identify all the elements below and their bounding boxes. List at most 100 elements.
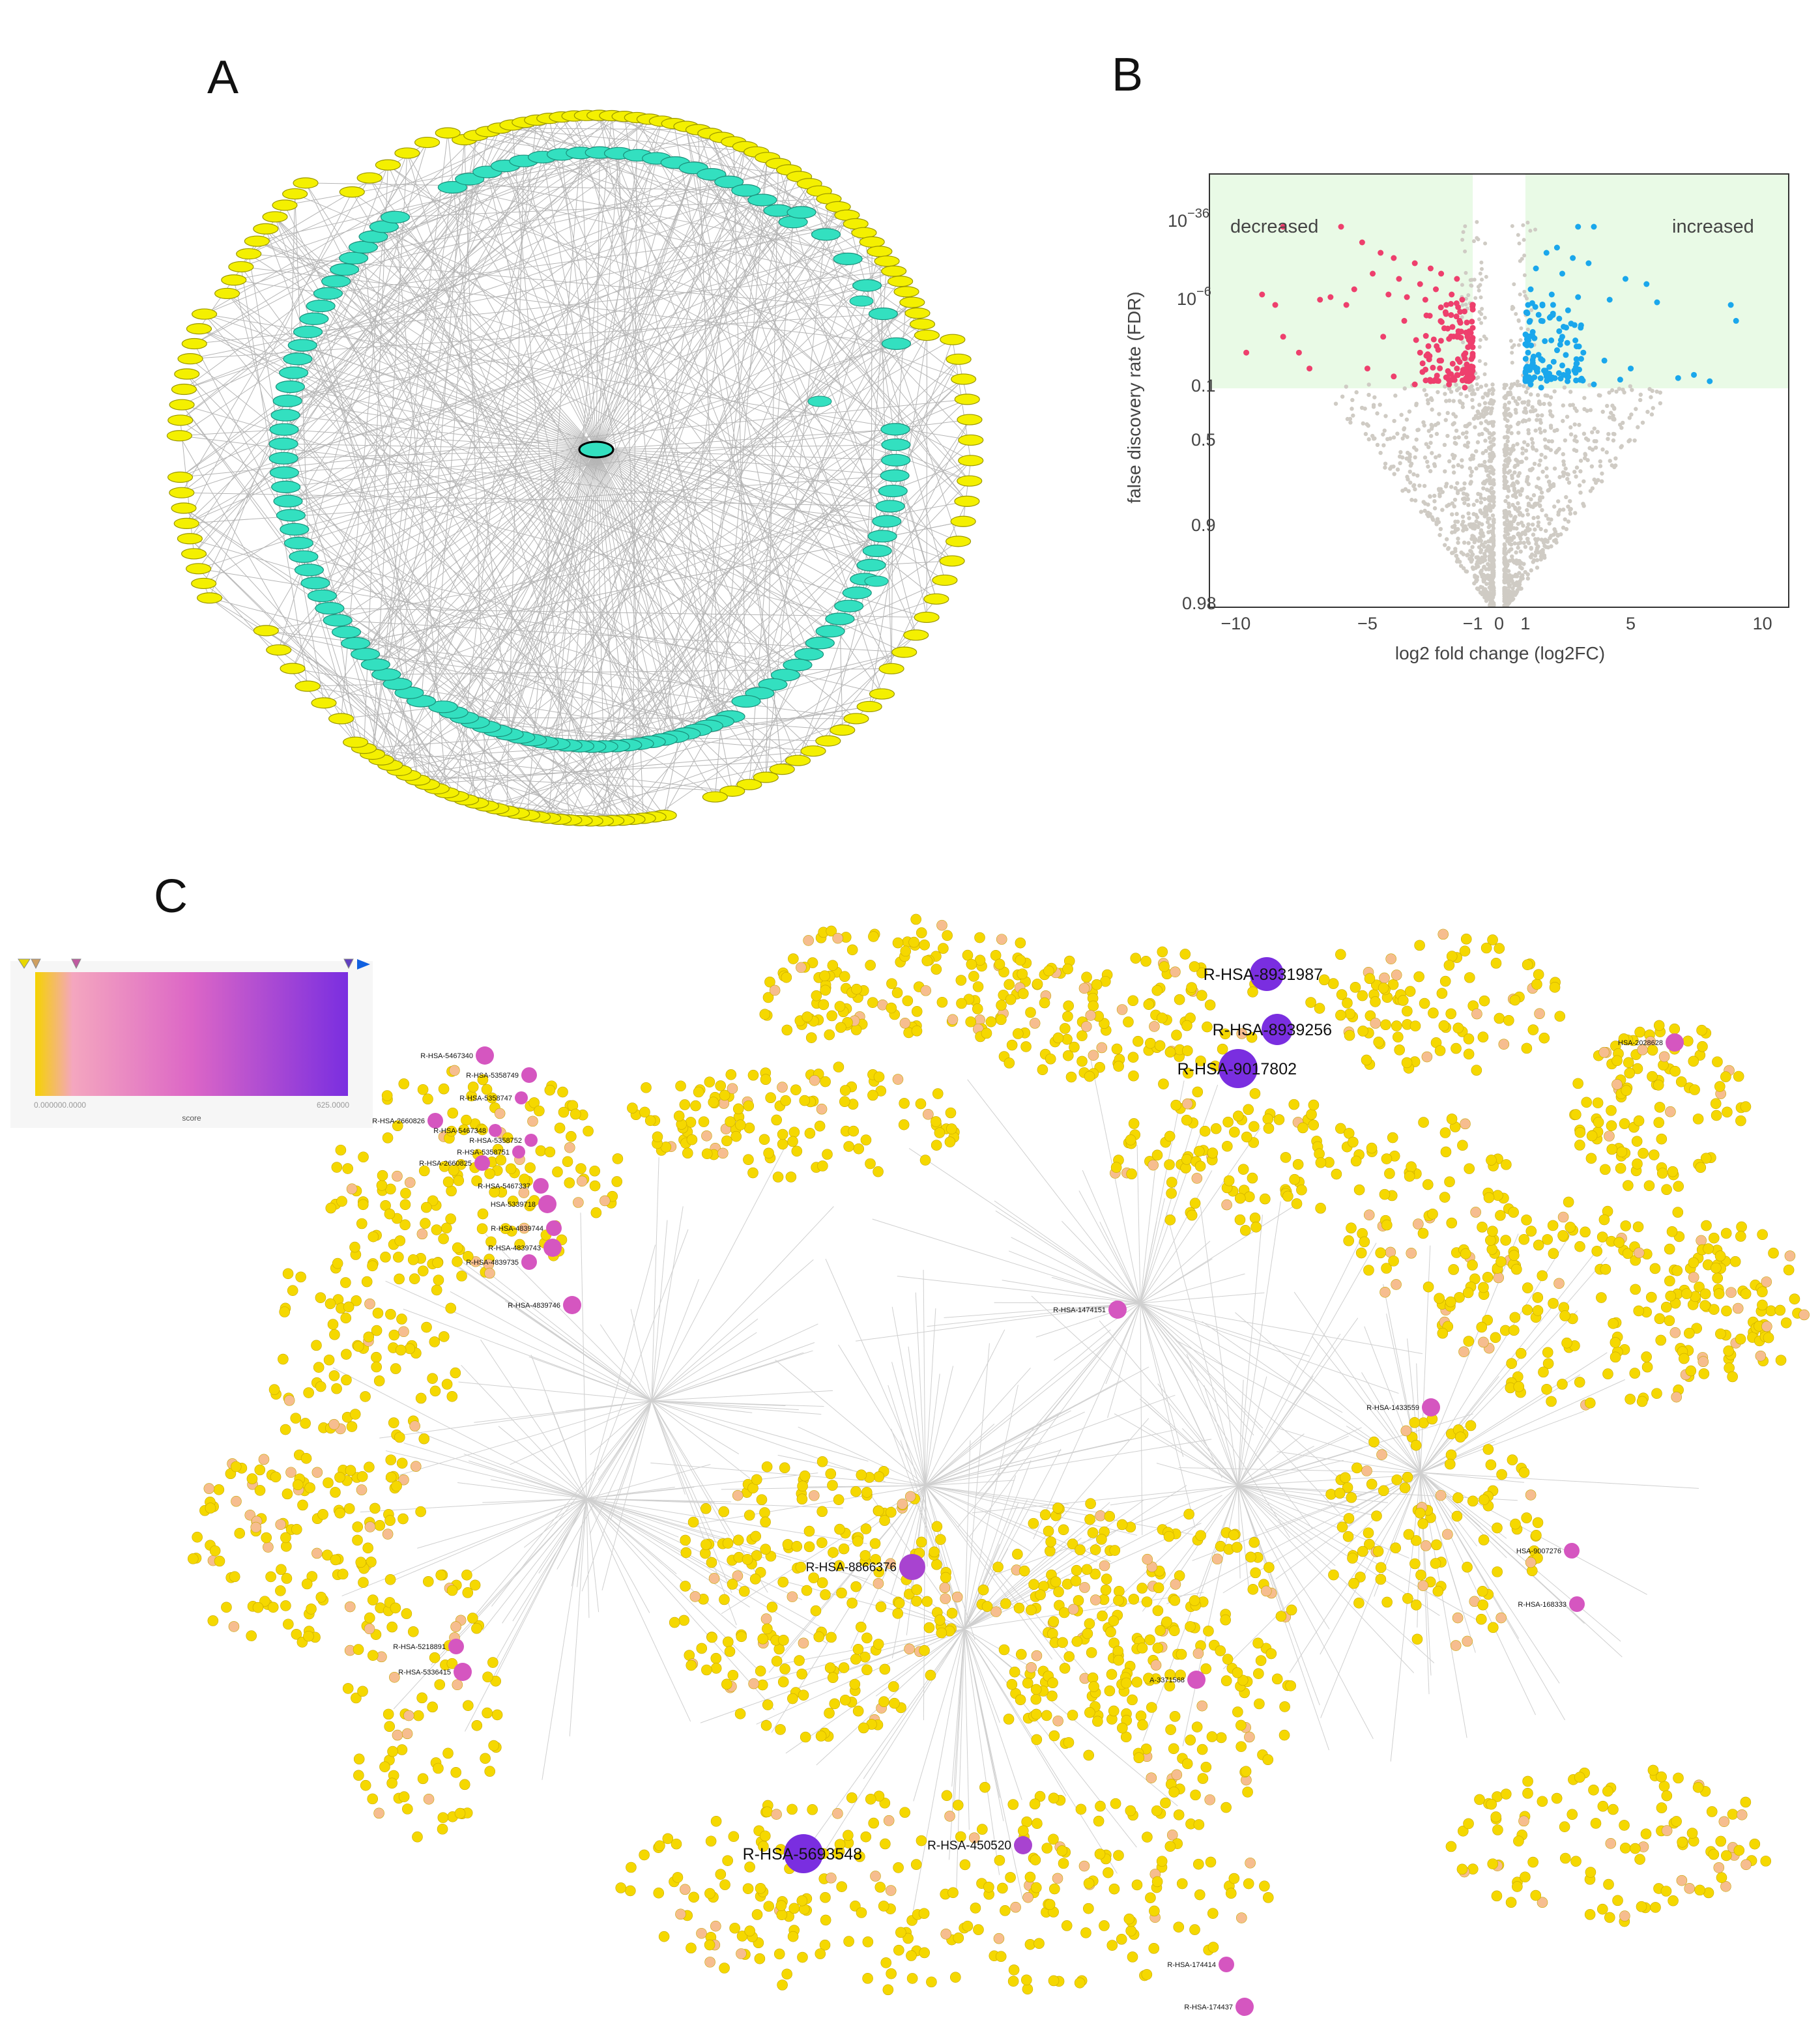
pathway-node — [1669, 1023, 1681, 1035]
pathway-node — [1440, 1146, 1452, 1158]
edge — [1140, 1302, 1196, 1528]
pathway-node — [843, 1141, 854, 1152]
pathway-node — [723, 1636, 734, 1648]
pathway-node — [867, 1089, 878, 1101]
pathway-node — [1052, 1715, 1063, 1727]
pathway-node — [231, 1495, 242, 1507]
edge — [287, 214, 848, 401]
pathway-node — [1113, 1850, 1124, 1861]
edge — [1078, 1190, 1141, 1304]
pathway-node — [853, 1143, 864, 1155]
pathway-node — [1150, 1660, 1162, 1671]
pathway-node — [1252, 1637, 1264, 1649]
pathway-node — [732, 1489, 744, 1501]
pathway-node — [1305, 997, 1316, 1008]
pathway-node — [1297, 1122, 1308, 1134]
pathway-node — [1721, 1305, 1732, 1317]
pathway-node — [280, 1600, 291, 1611]
edge — [452, 187, 597, 450]
edge — [925, 1373, 940, 1486]
pathway-node — [1388, 1256, 1399, 1267]
gene-node — [867, 530, 897, 543]
edge — [490, 1479, 587, 1499]
pathway-node — [1481, 942, 1492, 954]
pathway-node — [1439, 1192, 1451, 1203]
edge — [486, 693, 882, 807]
pathway-node — [1182, 1098, 1193, 1110]
edge — [181, 492, 891, 507]
pathway-node — [1427, 1208, 1438, 1220]
pathway-node — [1615, 1162, 1626, 1174]
pathway-node — [1166, 1177, 1177, 1188]
pathway-node — [1478, 1336, 1489, 1348]
pathway-node — [1030, 1684, 1042, 1695]
pathway-node — [829, 1698, 841, 1710]
pathway-node — [461, 1114, 472, 1126]
pathway-node — [1699, 1288, 1711, 1300]
edge — [427, 135, 477, 785]
pathway-node — [1414, 940, 1425, 951]
edge — [181, 261, 888, 493]
pathway-node — [1142, 1832, 1153, 1843]
pathway-node — [931, 1140, 942, 1151]
pathway-node — [356, 1218, 368, 1229]
edge — [190, 538, 457, 797]
edge — [388, 164, 937, 599]
edge — [1051, 1276, 1141, 1304]
edge — [618, 153, 644, 818]
gene-node — [272, 394, 302, 407]
pathway-node — [1141, 1596, 1153, 1607]
pathway-node — [846, 944, 858, 956]
pathway-node — [955, 975, 967, 986]
pathway-node — [1381, 1153, 1393, 1164]
edge — [673, 123, 880, 252]
pathway-node — [1606, 1105, 1617, 1116]
pathway-node — [420, 1218, 431, 1229]
pathway-node — [331, 1162, 343, 1173]
pathway-node — [1534, 1008, 1545, 1020]
pathway-node — [1057, 1637, 1068, 1648]
edge — [287, 400, 597, 450]
pathway-node — [1463, 1048, 1475, 1060]
edge — [698, 129, 882, 695]
pathway-node — [1163, 1531, 1175, 1542]
pathway-node — [921, 1596, 933, 1607]
edge — [691, 1485, 926, 1525]
pathway-node — [353, 1770, 364, 1781]
pathway-node — [934, 1127, 946, 1138]
panel-label-b: B — [1112, 49, 1144, 101]
pathway-node — [341, 1374, 352, 1386]
pathway-node — [1262, 1114, 1274, 1125]
edge — [447, 132, 510, 735]
pathway-node — [1653, 1020, 1665, 1031]
pathway-node — [1712, 1056, 1723, 1067]
edge — [293, 372, 798, 761]
pathway-node — [1052, 1502, 1063, 1514]
pathway-node — [1649, 1263, 1661, 1274]
pathway-node — [1242, 1787, 1253, 1798]
pathway-node — [1467, 1259, 1478, 1271]
pathway-node — [1423, 1281, 1434, 1293]
pathway-node — [342, 1683, 354, 1694]
pathway-node — [431, 1284, 442, 1296]
pathway-node — [261, 1532, 272, 1544]
pathway-node — [1192, 1086, 1204, 1098]
pathway-node — [1611, 1079, 1623, 1090]
pathway-node — [229, 1571, 240, 1583]
edge — [1420, 1245, 1431, 1473]
gene-node — [856, 558, 886, 572]
pathway-node — [816, 1456, 828, 1467]
pathway-node — [911, 1006, 923, 1017]
pathway-node — [494, 1108, 506, 1119]
edge — [561, 117, 891, 507]
edge — [548, 343, 897, 819]
pathway-node — [1071, 1635, 1083, 1647]
edge — [452, 137, 723, 188]
pathway-node — [1090, 1544, 1101, 1555]
pathway-node — [323, 1477, 334, 1489]
edge — [964, 1628, 1022, 1800]
edge — [586, 1473, 818, 1499]
pathway-node — [1146, 1772, 1157, 1783]
pathway-node — [1128, 1594, 1140, 1605]
pathway-node — [1632, 1221, 1644, 1233]
